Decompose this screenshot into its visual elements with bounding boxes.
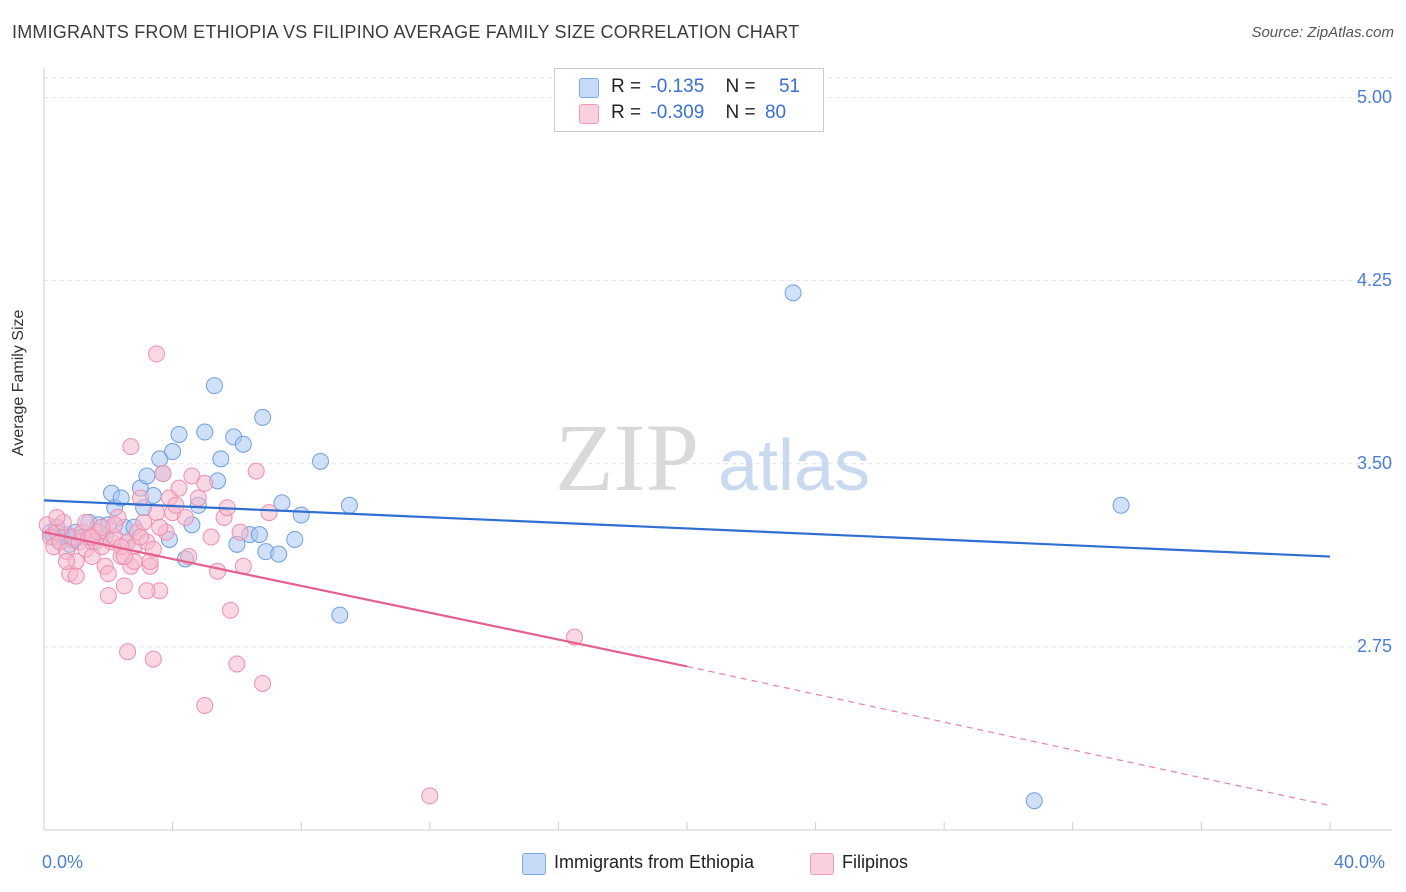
filipino-trend-line — [43, 531, 688, 668]
filipino-point — [148, 504, 166, 522]
filipino-point — [151, 518, 169, 536]
x-tick-right: 40.0% — [1334, 852, 1386, 872]
filipino-point — [154, 465, 172, 483]
ethiopia-point — [286, 530, 304, 548]
y-tick-label: 5.00 — [1356, 86, 1392, 107]
ethiopia-point — [170, 425, 188, 443]
trend-lines — [43, 499, 1331, 807]
filipino-point — [119, 643, 137, 661]
filipino-point — [260, 504, 278, 522]
series-label-ethiopia: Immigrants from Ethiopia — [554, 852, 755, 872]
watermark: ZIP atlas — [555, 404, 870, 511]
axes — [43, 68, 1392, 831]
filipino-point — [48, 508, 66, 526]
filipino-point — [176, 508, 194, 526]
filipino-point — [189, 489, 207, 507]
ethiopia-point — [311, 452, 329, 470]
filipino-point — [131, 489, 149, 507]
data-points — [38, 284, 1130, 810]
ethiopia-point — [212, 450, 230, 468]
ethiopia-point — [292, 506, 310, 524]
filipino-point — [231, 523, 249, 541]
legend-r-value: -0.309 — [650, 102, 705, 123]
ethiopia-point — [250, 526, 268, 544]
ethiopia-point — [270, 545, 288, 563]
legend-swatch-ethiopia — [579, 78, 599, 98]
filipino-point — [196, 474, 214, 492]
y-tick-label: 2.75 — [1356, 635, 1392, 656]
ethiopia-point — [112, 489, 130, 507]
filipino-point — [209, 562, 227, 580]
filipino-point — [144, 650, 162, 668]
filipino-point — [170, 479, 188, 497]
ethiopia-point — [784, 284, 802, 302]
filipino-point — [183, 467, 201, 485]
filipino-point — [202, 528, 220, 546]
filipino-point — [77, 513, 95, 531]
source-label: Source: ZipAtlas.com — [1251, 24, 1394, 41]
filipino-point — [58, 552, 76, 570]
filipino-point — [131, 528, 149, 546]
legend-n-label: N = — [725, 102, 756, 123]
legend-swatch-filipinos — [579, 104, 599, 124]
ethiopia-point — [1025, 792, 1043, 810]
y-tick-label: 3.50 — [1356, 452, 1392, 473]
series-swatch-filipinos — [810, 853, 834, 875]
filipino-point — [228, 655, 246, 673]
legend-n-label: N = — [725, 76, 756, 97]
filipino-point — [99, 587, 117, 605]
ethiopia-point — [234, 435, 252, 453]
ethiopia-trend-line — [43, 499, 1331, 558]
ethiopia-point — [1112, 496, 1130, 514]
filipino-point — [99, 565, 117, 583]
filipino-point — [221, 601, 239, 619]
filipino-trend-extension — [686, 665, 1331, 807]
series-swatch-ethiopia — [522, 853, 546, 875]
series-label-filipinos: Filipinos — [842, 852, 909, 872]
legend-n-value: 80 — [764, 102, 787, 123]
filipino-point — [148, 345, 166, 363]
filipino-point — [115, 577, 133, 595]
filipino-point — [247, 462, 265, 480]
y-tick-label: 4.25 — [1356, 269, 1392, 290]
legend-n-value: 51 — [778, 76, 801, 97]
filipino-point — [421, 787, 439, 805]
y-axis-label: Average Family Size — [10, 309, 27, 456]
filipino-point — [122, 438, 140, 456]
ethiopia-point — [254, 408, 272, 426]
filipino-point — [254, 675, 272, 693]
legend-r-label: R = — [611, 102, 642, 123]
chart-title: IMMIGRANTS FROM ETHIOPIA VS FILIPINO AVE… — [12, 22, 800, 42]
ethiopia-point — [164, 443, 182, 461]
ethiopia-point — [205, 377, 223, 395]
filipino-point — [93, 518, 111, 536]
ethiopia-point — [331, 606, 349, 624]
x-tick-left: 0.0% — [42, 852, 84, 872]
ethiopia-point — [196, 423, 214, 441]
stats-legend: R = -0.135 N = 51 R = -0.309 N = 80 — [554, 68, 824, 132]
filipino-point — [138, 582, 156, 600]
ethiopia-point — [340, 496, 358, 514]
legend-r-label: R = — [611, 76, 642, 97]
filipino-point — [196, 696, 214, 714]
ethiopia-point — [138, 467, 156, 485]
filipino-point — [67, 567, 85, 585]
watermark-atlas: atlas — [718, 426, 870, 506]
watermark-zip: ZIP — [555, 404, 699, 511]
legend-r-value: -0.135 — [650, 76, 705, 97]
